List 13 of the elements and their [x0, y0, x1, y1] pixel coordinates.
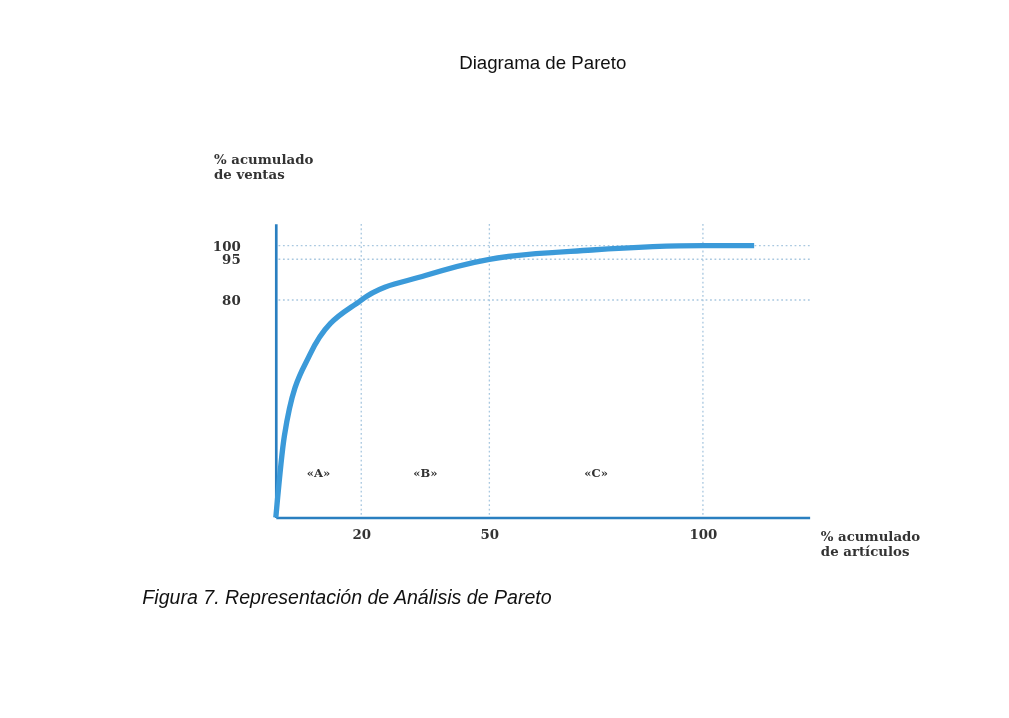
annotation: «C» [584, 465, 608, 480]
chart-title: Diagrama de Pareto [459, 52, 627, 74]
y-tick-label: 80 [222, 291, 241, 308]
text: Figura 7. Representación de Análisis de Pareto [142, 585, 552, 608]
y-tick-label: 100 [212, 237, 241, 254]
y-axis-title: % acumulado de ventas [213, 150, 314, 182]
x-tick-label: 20 [352, 526, 371, 543]
x-axis-title: % acumulado de artículos [820, 528, 921, 560]
y-tick-label: 95 [222, 251, 241, 268]
annotation: «B» [413, 465, 438, 480]
x-tick-label: 100 [689, 526, 718, 543]
annotation: «A» [306, 465, 331, 480]
x-tick-label: 50 [480, 526, 500, 543]
